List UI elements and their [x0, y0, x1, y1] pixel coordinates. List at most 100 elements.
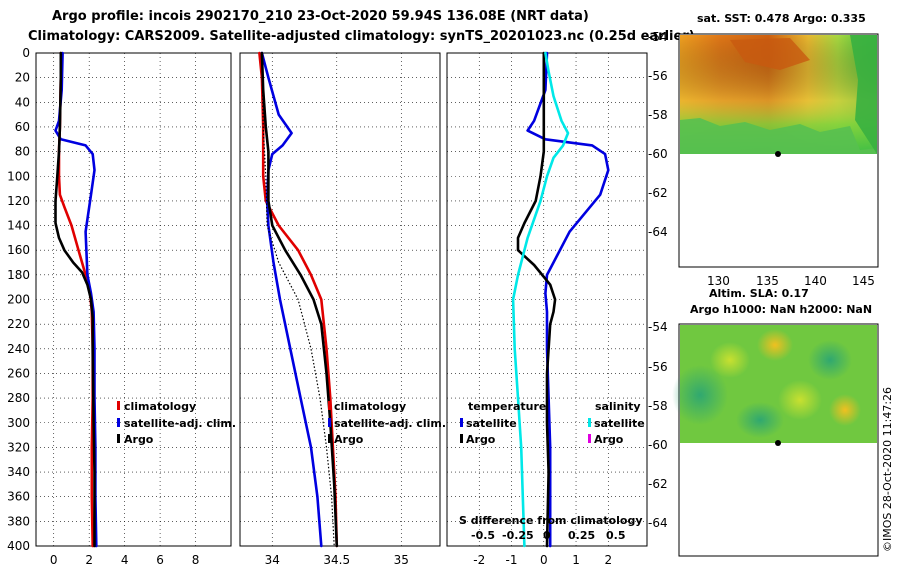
legend-swatch-climatology [117, 401, 120, 410]
ytick-label-13: 260 [7, 366, 30, 380]
legend-label-argo: Argo [124, 433, 154, 446]
sst-lat-tick-5: -64 [648, 225, 668, 239]
xtick-label-p2-0: -2 [473, 553, 485, 567]
sst-map-title: sat. SST: 0.478 Argo: 0.335 [697, 12, 866, 25]
legend-label-argo-sal: Argo [334, 433, 364, 446]
sla-argo-position-marker [775, 440, 781, 446]
ytick-label-2: 40 [15, 95, 30, 109]
legend-swatch-climatology-sal [328, 401, 331, 410]
sla-map-title-2: Argo h1000: NaN h2000: NaN [690, 303, 872, 316]
sla-lat-tick-1: -56 [648, 360, 668, 374]
xtick-label-p0-2: 4 [121, 553, 129, 567]
sla-field-low-center [736, 402, 784, 438]
s-diff-tick-2: 0 [543, 529, 551, 542]
sst-lon-tick-3: 145 [852, 274, 875, 288]
sst-map-lon-ticks: 130 135 140 145 [707, 274, 875, 288]
legend-swatch-satellite-sal [328, 418, 331, 427]
tick-layer: 0 2 4 6 802040608010012014016018020022024026… [7, 46, 612, 567]
s-diff-tick-4: 0.5 [606, 529, 626, 542]
temperature-panel-frame [35, 52, 232, 547]
difference-salinity-legend: salinity satellite Argo [588, 400, 645, 446]
sla-field-mid-1 [710, 342, 750, 378]
legend-swatch-satellite [117, 418, 120, 427]
legend-swatch-argo [117, 434, 120, 443]
xtick-label-p1-0: 34 [265, 553, 280, 567]
sst-lon-tick-0: 130 [707, 274, 730, 288]
sla-map-lat-ticks: -54 -56 -58 -60 -62 -64 [648, 320, 668, 530]
sla-lat-tick-5: -64 [648, 516, 668, 530]
ytick-label-18: 360 [7, 490, 30, 504]
s-diff-tick-3: 0.25 [568, 529, 595, 542]
series-line-p2-temperature-satellite [526, 51, 610, 548]
sst-lat-tick-2: -58 [648, 108, 668, 122]
ytick-label-20: 400 [7, 539, 30, 553]
ytick-label-14: 280 [7, 391, 30, 405]
ytick-label-7: 140 [7, 219, 30, 233]
ytick-label-3: 60 [15, 120, 30, 134]
difference-temperature-legend: temperature satellite Argo [460, 400, 546, 446]
sst-field-south [680, 118, 877, 154]
sla-lat-tick-0: -54 [648, 320, 668, 334]
ytick-label-5: 100 [7, 169, 30, 183]
xtick-label-p0-4: 8 [192, 553, 200, 567]
sst-field-warm-core [730, 38, 810, 70]
xtick-label-p0-3: 6 [156, 553, 164, 567]
legend-title-salinity: salinity [595, 400, 641, 413]
legend-swatch-sal-satellite [588, 418, 591, 427]
sst-lat-tick-4: -62 [648, 186, 668, 200]
salinity-legend: climatology satellite-adj. clim. Argo [328, 400, 446, 446]
title-line-2: Climatology: CARS2009. Satellite-adjuste… [28, 29, 695, 44]
ytick-label-12: 240 [7, 342, 30, 356]
series-line-p2-temperature-argo [516, 51, 557, 548]
series-line-p2-salinity-satellite [511, 51, 570, 548]
legend-label-climatology: climatology [124, 400, 196, 413]
ytick-label-0: 0 [22, 46, 30, 60]
ytick-label-15: 300 [7, 416, 30, 430]
ytick-label-1: 20 [15, 71, 30, 85]
series-line-p0-argo [54, 51, 96, 548]
xtick-label-p0-0: 0 [50, 553, 58, 567]
sla-field-low-east [808, 340, 852, 380]
legend-label-sal-argo: Argo [594, 433, 624, 446]
sst-lat-tick-3: -60 [648, 147, 668, 161]
ytick-label-17: 340 [7, 465, 30, 479]
s-diff-tick-1: -0.25 [502, 529, 534, 542]
sst-map-field [680, 35, 877, 157]
legend-label-temp-satellite: satellite [466, 417, 517, 430]
sla-lat-tick-3: -60 [648, 438, 668, 452]
legend-swatch-sal-argo [588, 434, 591, 443]
legend-label-satellite: satellite-adj. clim. [124, 417, 236, 430]
sla-map-field [672, 325, 877, 446]
legend-label-sal-satellite: satellite [594, 417, 645, 430]
ytick-label-9: 180 [7, 268, 30, 282]
series-line-p1-satellite-adj-clim- [260, 51, 323, 548]
legend-swatch-temp-argo [460, 434, 463, 443]
legend-label-temp-argo: Argo [466, 433, 496, 446]
sst-lat-tick-1: -56 [648, 69, 668, 83]
xtick-label-p2-4: 2 [604, 553, 612, 567]
ytick-label-16: 320 [7, 440, 30, 454]
sla-field-low-west [672, 365, 728, 425]
xtick-label-p1-2: 35 [394, 553, 409, 567]
sla-field-mid-2 [778, 380, 822, 420]
xtick-label-p2-2: 0 [540, 553, 548, 567]
legend-title-temperature: temperature [468, 400, 546, 413]
xtick-label-p2-3: 1 [572, 553, 580, 567]
legend-label-satellite-sal: satellite-adj. clim. [334, 417, 446, 430]
sla-lat-tick-4: -62 [648, 477, 668, 491]
sst-lon-tick-1: 135 [756, 274, 779, 288]
legend-label-climatology-sal: climatology [334, 400, 406, 413]
xtick-label-p1-1: 34.5 [323, 553, 350, 567]
temperature-legend: climatology satellite-adj. clim. Argo [117, 400, 236, 446]
sla-field-high-north [757, 329, 793, 361]
sst-lat-tick-0: -54 [648, 30, 668, 44]
sla-field-high-east [829, 394, 861, 426]
title-line-1: Argo profile: incois 2902170_210 23-Oct-… [52, 9, 589, 24]
legend-swatch-temp-satellite [460, 418, 463, 427]
ytick-label-10: 200 [7, 293, 30, 307]
ytick-label-19: 380 [7, 514, 30, 528]
sst-map-lat-ticks: -54 -56 -58 -60 -62 -64 [648, 30, 668, 239]
sst-lon-tick-2: 140 [804, 274, 827, 288]
